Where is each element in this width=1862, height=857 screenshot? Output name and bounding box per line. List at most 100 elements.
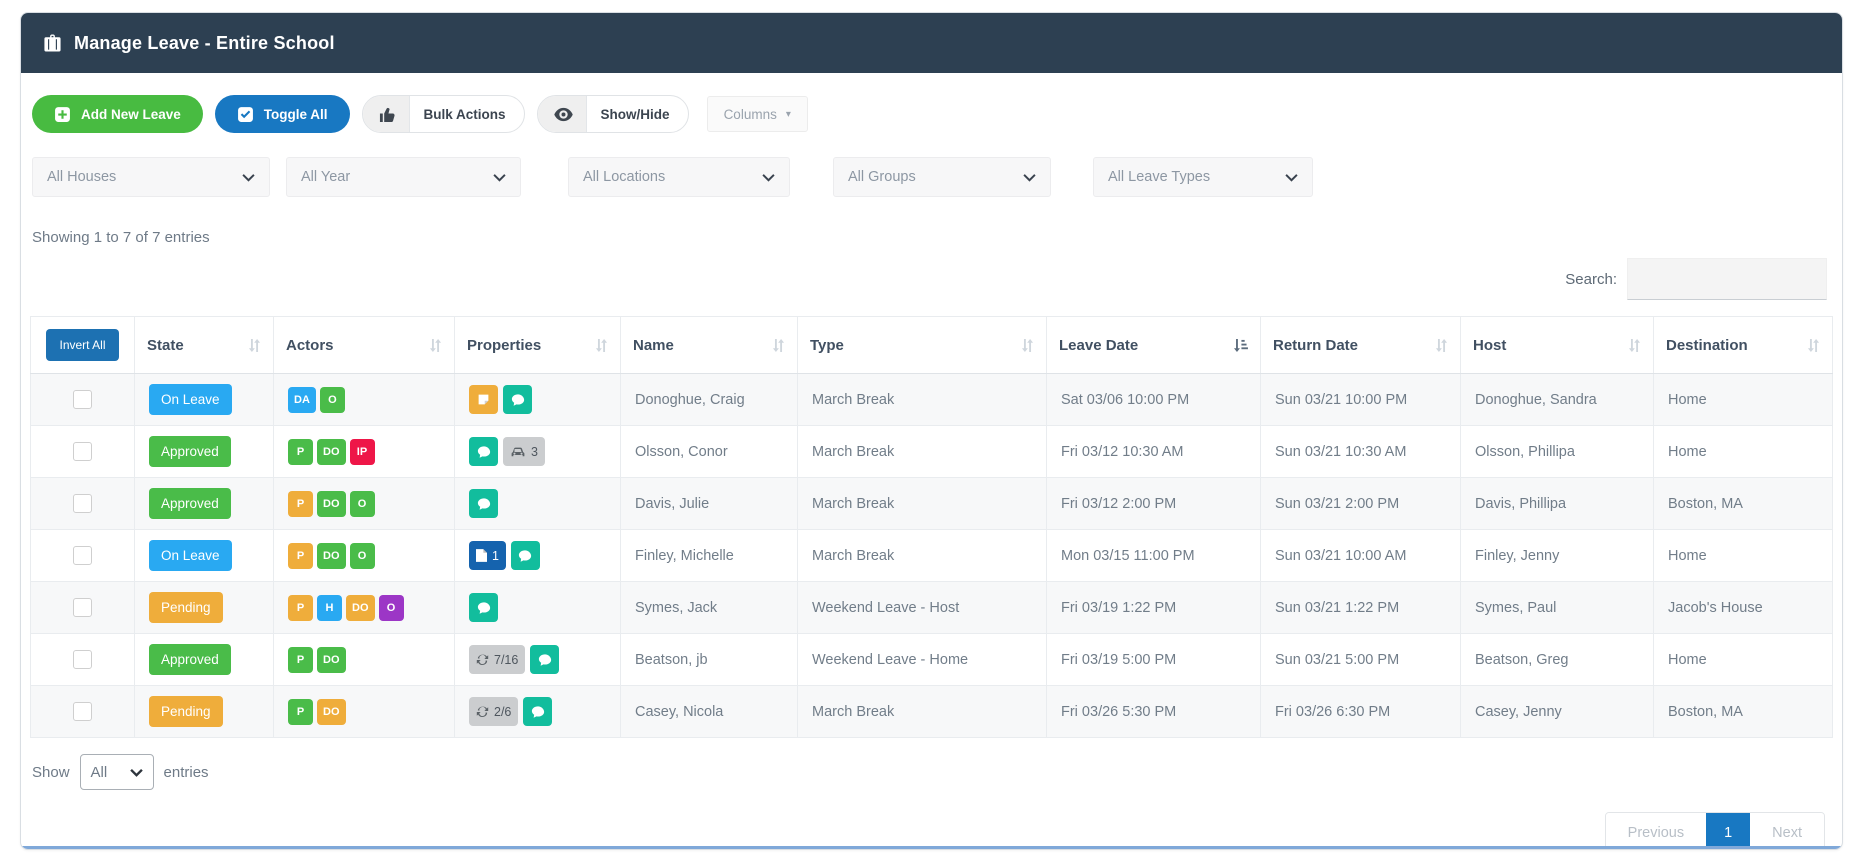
- name-cell: Beatson, jb: [620, 633, 798, 686]
- name-cell: Casey, Nicola: [620, 685, 798, 738]
- table-footer: Show All entries: [32, 754, 1833, 790]
- chat-badge[interactable]: [469, 437, 498, 466]
- host-cell: Beatson, Greg: [1460, 633, 1654, 686]
- column-header-state[interactable]: State: [134, 316, 274, 374]
- row-checkbox[interactable]: [73, 702, 92, 721]
- row-checkbox[interactable]: [73, 598, 92, 617]
- state-badge: Pending: [149, 592, 223, 623]
- return-date-cell: Sun 03/21 2:00 PM: [1260, 477, 1461, 530]
- actors-cell: DA O: [273, 373, 455, 426]
- leave-date-cell: Fri 03/19 5:00 PM: [1046, 633, 1261, 686]
- column-header-name[interactable]: Name: [620, 316, 798, 374]
- toggle-all-label: Toggle All: [263, 106, 328, 122]
- chat-badge[interactable]: [503, 385, 532, 414]
- actors-cell: P DO: [273, 633, 455, 686]
- column-header-return-date[interactable]: Return Date: [1260, 316, 1461, 374]
- host-cell: Olsson, Phillipa: [1460, 425, 1654, 478]
- note-badge[interactable]: [469, 385, 498, 414]
- state-cell: Pending: [134, 581, 274, 634]
- car-badge[interactable]: 3: [503, 437, 545, 466]
- document-badge[interactable]: 1: [469, 541, 506, 570]
- filter-label: All Leave Types: [1108, 169, 1211, 185]
- row-checkbox[interactable]: [73, 494, 92, 513]
- sort-icon[interactable]: [1435, 338, 1448, 352]
- filter-label: All Houses: [47, 169, 117, 185]
- sort-icon[interactable]: [772, 338, 785, 352]
- chat-badge[interactable]: [469, 489, 498, 518]
- column-header-host[interactable]: Host: [1460, 316, 1654, 374]
- row-checkbox[interactable]: [73, 650, 92, 669]
- prop-count: 3: [531, 444, 538, 459]
- chevron-down-icon: [1023, 173, 1036, 182]
- chat-badge[interactable]: [523, 697, 553, 726]
- column-label: Actors: [286, 336, 334, 354]
- filter-all-houses[interactable]: All Houses: [32, 157, 270, 197]
- chat-icon: [477, 445, 491, 459]
- actors-cell: P H DO O: [273, 581, 455, 634]
- columns-label: Columns: [723, 106, 777, 122]
- chat-icon: [477, 497, 491, 511]
- destination-cell: Jacob's House: [1653, 581, 1833, 634]
- toggle-all-button[interactable]: Toggle All: [214, 95, 350, 133]
- sort-icon[interactable]: [1807, 338, 1820, 352]
- show-hide-button[interactable]: Show/Hide: [536, 95, 689, 133]
- chat-badge[interactable]: [510, 541, 540, 570]
- search-input[interactable]: [1627, 258, 1827, 300]
- page-size-select[interactable]: All: [79, 754, 154, 790]
- actor-badge: P: [288, 594, 313, 621]
- caret-down-icon: ▾: [785, 108, 791, 120]
- row-checkbox[interactable]: [73, 442, 92, 461]
- actor-badge: O: [349, 490, 375, 517]
- search-label: Search:: [1565, 270, 1617, 288]
- row-checkbox[interactable]: [73, 390, 92, 409]
- filter-all-locations[interactable]: All Locations: [568, 157, 790, 197]
- page-1-button[interactable]: 1: [1706, 813, 1751, 849]
- show-hide-label: Show/Hide: [600, 106, 670, 122]
- column-header-type[interactable]: Type: [797, 316, 1047, 374]
- bulk-actions-button[interactable]: Bulk Actions: [361, 95, 525, 133]
- actor-badge: DA: [288, 386, 316, 413]
- columns-dropdown-button[interactable]: Columns ▾: [706, 96, 808, 132]
- previous-page-button[interactable]: Previous: [1605, 813, 1707, 849]
- chat-badge[interactable]: [530, 645, 560, 674]
- filter-all-leave-types[interactable]: All Leave Types: [1093, 157, 1313, 197]
- recurrence-badge[interactable]: 7/16: [469, 645, 526, 674]
- sort-icon[interactable]: [1021, 338, 1034, 352]
- column-header-properties[interactable]: Properties: [454, 316, 621, 374]
- state-badge: On Leave: [149, 384, 232, 415]
- filter-all-groups[interactable]: All Groups: [833, 157, 1051, 197]
- name-cell: Finley, Michelle: [620, 529, 798, 582]
- filter-all-year[interactable]: All Year: [286, 157, 521, 197]
- column-header-destination[interactable]: Destination: [1653, 316, 1833, 374]
- briefcase-icon: [43, 34, 62, 52]
- sort-icon[interactable]: [429, 338, 442, 352]
- sort-icon[interactable]: [1628, 338, 1641, 352]
- column-label: Name: [633, 336, 674, 354]
- leave-date-cell: Fri 03/12 2:00 PM: [1046, 477, 1261, 530]
- invert-all-button[interactable]: Invert All: [46, 329, 119, 361]
- sort-icon[interactable]: [248, 338, 261, 352]
- chevron-down-icon: [129, 768, 143, 777]
- name-cell: Symes, Jack: [620, 581, 798, 634]
- chat-badge[interactable]: [469, 593, 498, 622]
- actor-badge: DO: [317, 698, 346, 725]
- leave-table: Invert All State Actors Properties Name Type…: [30, 316, 1833, 738]
- type-cell: March Break: [797, 529, 1047, 582]
- table-row: On Leave DA O Donoghue, Craig March Break Sat…: [30, 373, 1833, 426]
- next-page-button[interactable]: Next: [1750, 813, 1824, 849]
- properties-cell: [454, 581, 621, 634]
- properties-cell: 7/16: [454, 633, 621, 686]
- sort-icon[interactable]: [595, 338, 608, 352]
- recurrence-badge[interactable]: 2/6: [469, 697, 519, 726]
- show-label: Show: [32, 763, 70, 781]
- properties-cell: 1: [454, 529, 621, 582]
- actors-cell: P DO IP: [273, 425, 455, 478]
- row-checkbox[interactable]: [73, 546, 92, 565]
- column-header-leave-date[interactable]: Leave Date: [1046, 316, 1261, 374]
- sort-icon[interactable]: [1233, 338, 1248, 352]
- row-select-cell: [30, 425, 135, 478]
- add-new-leave-button[interactable]: Add New Leave: [32, 95, 203, 133]
- host-cell: Casey, Jenny: [1460, 685, 1654, 738]
- column-header-actors[interactable]: Actors: [273, 316, 455, 374]
